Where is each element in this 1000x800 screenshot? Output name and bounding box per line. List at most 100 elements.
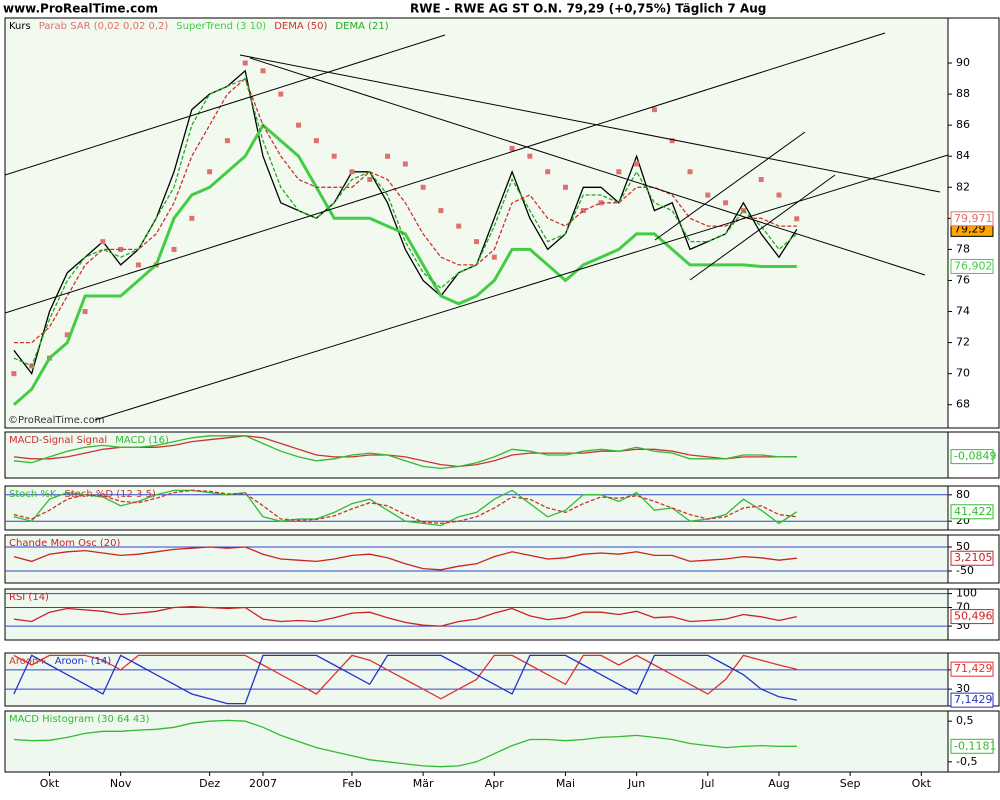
panel-background xyxy=(4,534,949,584)
sar-dot xyxy=(616,169,622,175)
sar-dot xyxy=(687,169,693,175)
legend-entry: Stoch %D (12 3 5) xyxy=(64,489,155,500)
series-line xyxy=(13,77,798,367)
legend-entry: Parab SAR (0,02 0,02 0,2) xyxy=(39,21,169,32)
x-tick-label: Okt xyxy=(912,777,932,790)
value-label-box xyxy=(950,661,994,677)
legend-entry: DEMA (50) xyxy=(274,21,327,32)
sar-dot xyxy=(527,153,533,159)
x-tick-label: Okt xyxy=(40,777,60,790)
sar-dot xyxy=(562,184,568,190)
value-label: 76,902 xyxy=(954,259,993,272)
series-line xyxy=(13,546,797,571)
watermark: ©ProRealTime.com xyxy=(8,415,104,426)
legend-entry: Aroon- (14) xyxy=(55,656,112,667)
sar-dot xyxy=(474,239,479,245)
x-tick-label: Nov xyxy=(110,777,132,790)
site-name: www.ProRealTime.com xyxy=(3,2,158,16)
series-group xyxy=(13,435,797,470)
x-tick-label: Aug xyxy=(768,777,789,790)
sar-dot xyxy=(420,184,426,190)
sar-dot xyxy=(491,254,497,260)
sar-dot xyxy=(402,161,408,167)
value-label-box xyxy=(950,449,994,465)
panel-background xyxy=(4,17,949,429)
legend-entry: Chande Mom Osc (20) xyxy=(9,538,121,549)
sar-dot xyxy=(296,122,302,128)
sar-dot xyxy=(11,371,17,377)
y-tick-label: 90 xyxy=(956,56,970,69)
sar-dot xyxy=(189,215,195,221)
sar-dot xyxy=(438,208,444,214)
sar-dot xyxy=(794,216,800,222)
sar-dot xyxy=(82,309,88,315)
sar-dot xyxy=(118,246,124,252)
value-label: 79,971 xyxy=(954,212,993,225)
sar-dot xyxy=(207,169,213,175)
series-line xyxy=(13,654,797,705)
y-tick-label: 72 xyxy=(956,336,970,349)
value-label: -0,1181 xyxy=(954,739,996,752)
value-label: 41,422 xyxy=(954,505,993,518)
sar-dot xyxy=(171,246,177,252)
y-tick-label: 84 xyxy=(956,149,970,162)
value-label-box xyxy=(950,550,994,566)
x-tick-label: Apr xyxy=(485,777,505,790)
sar-dot xyxy=(634,161,640,167)
series-line xyxy=(13,605,797,627)
x-tick-label: Jun xyxy=(627,777,645,790)
x-tick-label: Dez xyxy=(199,777,220,790)
y-tick-label: -50 xyxy=(956,564,974,577)
series-group xyxy=(13,605,797,627)
y-tick-label: 100 xyxy=(956,587,977,600)
sar-dot xyxy=(260,68,266,74)
series-group xyxy=(11,60,800,406)
panel-background xyxy=(4,588,949,641)
sar-dot xyxy=(385,153,391,159)
sar-dot xyxy=(651,107,657,113)
y-tick-label: 70 xyxy=(956,367,970,380)
legend-entry: Aroon+ xyxy=(9,656,47,667)
sar-dot xyxy=(509,145,515,151)
sar-dot xyxy=(224,138,230,144)
y-tick-label: 0,5 xyxy=(956,714,974,727)
legend-entry: Stoch %K xyxy=(9,489,57,500)
value-label-box xyxy=(950,609,994,625)
series-group xyxy=(13,489,798,527)
series-line xyxy=(13,489,798,527)
trend-lines xyxy=(5,32,948,421)
value-label-box xyxy=(950,211,994,227)
sar-dot xyxy=(64,332,70,338)
y-tick-label: 86 xyxy=(956,118,970,131)
sar-dot xyxy=(598,200,604,206)
y-tick-label: 74 xyxy=(956,305,970,318)
y-tick-label: 68 xyxy=(956,398,970,411)
value-label-box xyxy=(950,504,994,520)
value-label: 50,496 xyxy=(954,610,993,623)
sar-dot xyxy=(278,91,284,97)
sar-dot xyxy=(242,60,248,66)
y-tick-label: 30 xyxy=(956,682,970,695)
legend-entry: MACD-Signal Signal xyxy=(9,435,107,446)
x-tick-label: Mär xyxy=(413,777,434,790)
sar-dot xyxy=(776,192,782,198)
sar-dot xyxy=(669,138,675,144)
series-group xyxy=(13,719,797,768)
value-label: 3,2105 xyxy=(954,551,993,564)
legend-entry: Kurs xyxy=(9,21,31,32)
series-line xyxy=(13,77,797,344)
sar-dot xyxy=(135,262,141,268)
y-tick-label: 82 xyxy=(956,180,970,193)
sar-dot xyxy=(367,177,373,183)
value-label: -0,0849 xyxy=(954,450,996,463)
y-tick-label: 50 xyxy=(956,540,970,553)
value-label: 71,429 xyxy=(954,662,993,675)
legend-entry: MACD (16) xyxy=(115,435,169,446)
value-label-box xyxy=(950,258,994,274)
series-line xyxy=(13,654,797,700)
sar-dot xyxy=(313,138,319,144)
sar-dot xyxy=(758,177,764,183)
series-group xyxy=(13,654,797,705)
y-tick-label: 78 xyxy=(956,242,970,255)
